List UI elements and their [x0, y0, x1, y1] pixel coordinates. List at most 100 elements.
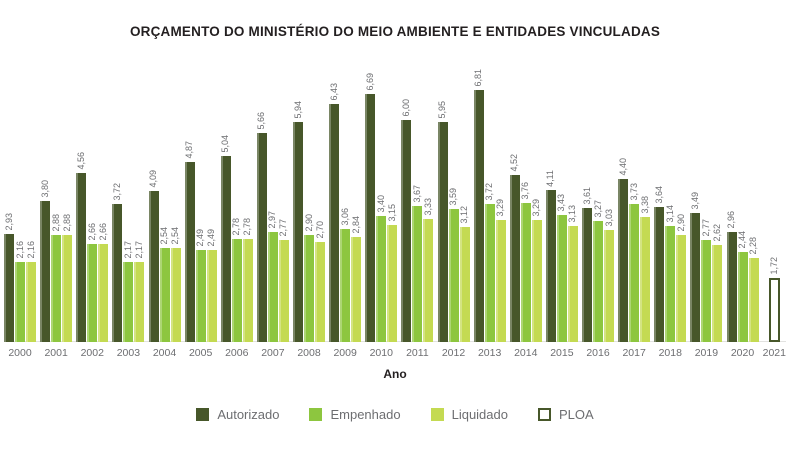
bar-empenhado: [123, 262, 134, 342]
legend-label: Empenhado: [330, 407, 401, 422]
bar-value-label: 2,96: [726, 211, 736, 229]
x-tick-label: 2002: [80, 347, 104, 359]
bar-empenhado: [556, 215, 567, 342]
bar-value-label: 2,54: [170, 227, 180, 245]
bar-column-empenhado: 2,49: [195, 229, 206, 342]
bar-column-liquidado: 2,62: [712, 224, 723, 342]
year-group-2012: 5,95 3,59 3,12 2012: [437, 101, 470, 361]
bar-empenhado: [267, 232, 278, 342]
bar-column-autorizado: 4,56: [76, 152, 87, 342]
bar-value-label: 2,93: [3, 213, 14, 231]
bar-value-label: 4,09: [148, 170, 158, 188]
bar-value-label: 6,69: [364, 73, 375, 91]
bar-liquidado: [206, 250, 217, 342]
bar-value-label: 3,29: [531, 199, 542, 217]
bar-value-label: 4,87: [184, 141, 195, 159]
bar-column-liquidado: 3,15: [386, 204, 398, 342]
bar-column-empenhado: 2,88: [50, 214, 62, 342]
bar-liquidado: [712, 245, 723, 342]
bar-liquidado: [170, 248, 181, 342]
bar-column-liquidado: 3,12: [459, 206, 470, 342]
bar-column-autorizado: 3,61: [582, 187, 592, 342]
bar-value-label: 2,90: [303, 214, 314, 232]
year-group-2000: 2,93 2,16 2,16 2000: [4, 213, 36, 361]
bar-column-empenhado: 3,73: [629, 183, 640, 342]
year-group-2015: 4,11 3,43 3,13 2015: [545, 170, 578, 361]
bar-autorizado: [365, 94, 376, 342]
bar-autorizado: [329, 104, 340, 342]
bar-cluster: 2,93 2,16 2,16: [4, 213, 36, 342]
bar-empenhado: [340, 229, 351, 342]
bar-liquidado: [387, 225, 398, 342]
bar-empenhado: [593, 221, 603, 342]
bar-empenhado: [629, 204, 640, 342]
bar-column-ploa: 1,72: [768, 257, 780, 342]
bar-column-liquidado: 2,17: [133, 241, 145, 342]
x-tick-label: 2010: [369, 347, 393, 359]
bar-autorizado: [509, 175, 520, 342]
bar-liquidado: [531, 220, 542, 342]
x-tick-label: 2015: [550, 347, 574, 359]
legend-item-empenhado: Empenhado: [309, 407, 401, 422]
x-tick-label: 2013: [477, 347, 502, 359]
bar-autorizado: [256, 133, 267, 342]
bar-cluster: 4,40 3,73 3,38: [618, 158, 651, 342]
year-group-2007: 5,66 2,97 2,77 2007: [256, 112, 289, 361]
bar-value-label: 3,49: [689, 192, 700, 210]
bar-value-label: 2,88: [61, 214, 72, 232]
x-tick-label: 2008: [297, 347, 321, 359]
legend-item-ploa: PLOA: [537, 407, 594, 422]
bar-value-label: 2,16: [14, 241, 25, 259]
bar-value-label: 6,81: [473, 69, 484, 87]
bar-column-empenhado: 2,77: [700, 219, 712, 342]
bar-autorizado: [148, 191, 159, 342]
bar-liquidado: [604, 230, 614, 342]
x-tick-label: 2006: [225, 347, 249, 359]
bar-cluster: 5,94 2,90 2,70: [293, 101, 325, 342]
year-group-2020: 2,96 2,44 2,28 2020: [726, 211, 759, 361]
bar-column-liquidado: 2,78: [242, 218, 253, 342]
bar-autorizado: [582, 208, 592, 342]
bar-empenhado: [448, 209, 459, 342]
x-tick-label: 2007: [261, 347, 285, 359]
bar-column-liquidado: 2,77: [278, 219, 289, 342]
bar-value-label: 3,72: [484, 183, 495, 201]
bar-value-label: 2,28: [748, 237, 758, 255]
x-tick-label: 2020: [730, 347, 755, 359]
bar-empenhado: [737, 252, 748, 342]
x-tick-label: 2016: [586, 347, 610, 359]
bar-value-label: 2,77: [700, 219, 711, 237]
bar-liquidado: [62, 235, 73, 342]
bar-column-empenhado: 2,78: [231, 218, 242, 342]
bar-value-label: 2,78: [231, 218, 242, 236]
bar-cluster: 5,04 2,78 2,78: [220, 135, 253, 342]
bar-autorizado: [184, 162, 195, 342]
bar-value-label: 2,17: [133, 241, 144, 259]
bar-value-label: 3,72: [111, 183, 122, 201]
bar-value-label: 2,54: [159, 227, 169, 245]
bar-value-label: 2,70: [314, 221, 325, 239]
year-group-2001: 3,80 2,88 2,88 2001: [40, 180, 73, 361]
bar-column-liquidado: 2,70: [315, 221, 325, 342]
bar-value-label: 3,40: [375, 195, 386, 213]
bar-liquidado: [351, 237, 362, 342]
x-tick-label: 2005: [188, 347, 213, 359]
bar-autorizado: [112, 204, 123, 342]
bar-value-label: 2,88: [50, 214, 61, 232]
x-tick-label: 2012: [441, 347, 466, 359]
legend-item-autorizado: Autorizado: [196, 407, 279, 422]
year-group-2002: 4,56 2,66 2,66 2002: [76, 152, 109, 361]
year-group-2006: 5,04 2,78 2,78 2006: [220, 135, 253, 361]
bar-column-autorizado: 5,95: [437, 101, 448, 342]
bar-value-label: 2,49: [206, 229, 217, 247]
bar-liquidado: [98, 244, 109, 342]
bar-empenhado: [87, 244, 98, 342]
bar-value-label: 3,15: [386, 204, 397, 222]
bar-value-label: 3,61: [581, 187, 592, 205]
bar-value-label: 2,97: [267, 211, 278, 229]
bar-autorizado: [545, 190, 556, 342]
bar-column-autorizado: 5,94: [293, 101, 303, 342]
bar-cluster: 6,81 3,72 3,29: [473, 69, 506, 342]
bar-autorizado: [654, 207, 665, 342]
bar-column-empenhado: 3,14: [665, 205, 676, 342]
